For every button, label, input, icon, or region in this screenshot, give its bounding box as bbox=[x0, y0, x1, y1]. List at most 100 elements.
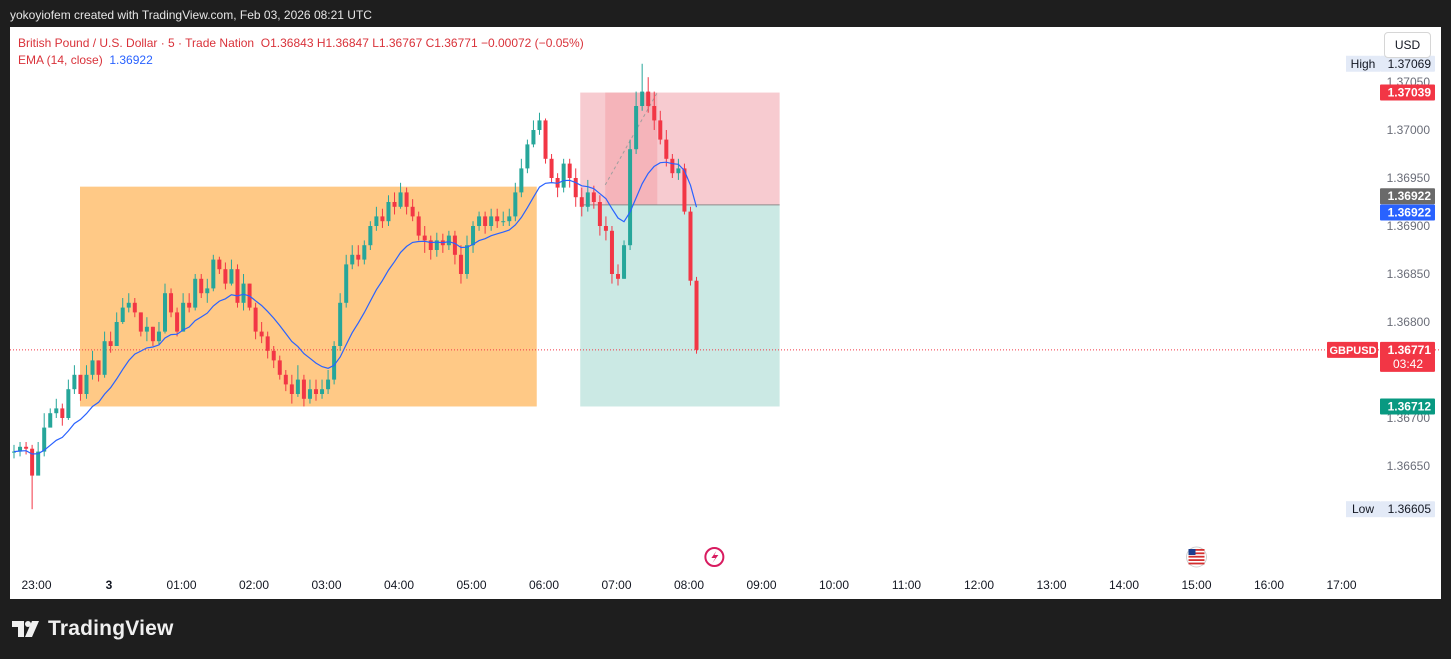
candle-body[interactable] bbox=[144, 326, 149, 332]
candle-body[interactable] bbox=[84, 374, 89, 394]
candle-body[interactable] bbox=[561, 163, 566, 188]
candle-body[interactable] bbox=[223, 269, 228, 284]
candle-body[interactable] bbox=[646, 91, 651, 106]
candle-body[interactable] bbox=[241, 283, 246, 303]
currency-button[interactable]: USD bbox=[1384, 32, 1431, 58]
candle-body[interactable] bbox=[326, 379, 331, 390]
candle-body[interactable] bbox=[489, 216, 494, 226]
candle-body[interactable] bbox=[102, 341, 107, 375]
candle-body[interactable] bbox=[30, 448, 35, 476]
candle-body[interactable] bbox=[682, 168, 687, 212]
candle-body[interactable] bbox=[12, 451, 16, 453]
candle-body[interactable] bbox=[374, 216, 379, 226]
candle-body[interactable] bbox=[688, 211, 693, 281]
candle-body[interactable] bbox=[217, 259, 222, 270]
candle-body[interactable] bbox=[96, 360, 101, 375]
candle-body[interactable] bbox=[181, 302, 186, 332]
candle-body[interactable] bbox=[138, 312, 143, 332]
candle-body[interactable] bbox=[187, 302, 192, 308]
candle-body[interactable] bbox=[301, 379, 306, 399]
candle-body[interactable] bbox=[416, 216, 421, 236]
candle-body[interactable] bbox=[597, 202, 602, 226]
candle-body[interactable] bbox=[18, 446, 23, 452]
candle-body[interactable] bbox=[163, 293, 167, 332]
candle-body[interactable] bbox=[126, 302, 131, 308]
candle-body[interactable] bbox=[283, 374, 288, 385]
candle-body[interactable] bbox=[36, 451, 41, 476]
candle-body[interactable] bbox=[652, 106, 657, 121]
candle-body[interactable] bbox=[199, 278, 204, 294]
candle-body[interactable] bbox=[640, 91, 645, 106]
candle-body[interactable] bbox=[259, 331, 264, 337]
symbol-legend[interactable]: British Pound / U.S. Dollar · 5 · Trade … bbox=[18, 36, 584, 50]
candle-body[interactable] bbox=[108, 341, 113, 346]
candle-body[interactable] bbox=[628, 149, 633, 246]
candle-body[interactable] bbox=[271, 350, 276, 361]
candle-body[interactable] bbox=[380, 216, 385, 222]
candle-body[interactable] bbox=[398, 192, 403, 207]
candle-body[interactable] bbox=[277, 360, 282, 375]
candle-body[interactable] bbox=[150, 326, 155, 342]
candle-body[interactable] bbox=[392, 202, 397, 207]
candle-body[interactable] bbox=[356, 254, 361, 260]
candle-body[interactable] bbox=[54, 408, 59, 414]
candle-body[interactable] bbox=[658, 120, 663, 140]
candle-body[interactable] bbox=[507, 216, 512, 222]
candle-body[interactable] bbox=[634, 106, 639, 150]
candle-body[interactable] bbox=[72, 374, 77, 390]
candle-body[interactable] bbox=[458, 254, 463, 274]
candle-body[interactable] bbox=[603, 226, 608, 231]
candle-body[interactable] bbox=[362, 245, 367, 260]
candle-body[interactable] bbox=[120, 307, 125, 322]
candle-body[interactable] bbox=[471, 226, 476, 246]
candle-body[interactable] bbox=[211, 259, 216, 289]
candle-body[interactable] bbox=[452, 235, 457, 255]
candle-body[interactable] bbox=[434, 240, 439, 250]
candle-body[interactable] bbox=[519, 168, 524, 193]
candle-body[interactable] bbox=[307, 389, 312, 399]
candle-body[interactable] bbox=[235, 269, 240, 303]
candle-body[interactable] bbox=[48, 413, 53, 428]
candle-body[interactable] bbox=[501, 221, 506, 223]
candle-body[interactable] bbox=[591, 192, 596, 202]
candle-body[interactable] bbox=[368, 226, 373, 246]
candle-body[interactable] bbox=[386, 202, 391, 222]
candle-body[interactable] bbox=[132, 302, 137, 313]
candle-body[interactable] bbox=[24, 446, 29, 449]
candle-body[interactable] bbox=[567, 163, 572, 178]
candle-body[interactable] bbox=[477, 216, 482, 226]
candle-body[interactable] bbox=[253, 307, 258, 332]
candle-body[interactable] bbox=[543, 120, 548, 159]
candle-body[interactable] bbox=[114, 322, 119, 346]
candle-body[interactable] bbox=[205, 288, 210, 294]
candle-body[interactable] bbox=[42, 427, 47, 452]
candle-body[interactable] bbox=[332, 346, 337, 380]
candle-body[interactable] bbox=[410, 206, 415, 217]
candlestick-chart[interactable]: 1.366501.367001.368001.368501.369001.369… bbox=[10, 27, 1441, 599]
candle-body[interactable] bbox=[350, 254, 355, 265]
candle-body[interactable] bbox=[525, 144, 530, 169]
candle-body[interactable] bbox=[60, 408, 65, 418]
candle-body[interactable] bbox=[90, 360, 95, 375]
candle-body[interactable] bbox=[676, 168, 681, 174]
chart-panel[interactable]: 1.36650 1.36700 1.36800 1.36850 1.36900 1.369… bbox=[10, 27, 1441, 599]
candle-body[interactable] bbox=[229, 269, 234, 284]
candle-body[interactable] bbox=[78, 374, 83, 394]
candle-body[interactable] bbox=[537, 120, 542, 130]
candle-body[interactable] bbox=[338, 302, 343, 346]
candle-body[interactable] bbox=[320, 389, 325, 394]
candle-body[interactable] bbox=[573, 178, 578, 198]
ema-line[interactable] bbox=[13, 161, 698, 455]
candle-body[interactable] bbox=[622, 245, 627, 279]
candle-body[interactable] bbox=[193, 278, 198, 308]
candle-body[interactable] bbox=[465, 245, 469, 274]
candle-body[interactable] bbox=[314, 389, 318, 394]
candle-body[interactable] bbox=[609, 230, 614, 274]
ema-label[interactable]: EMA (14, close) bbox=[18, 53, 103, 67]
candle-body[interactable] bbox=[289, 384, 294, 394]
candle-body[interactable] bbox=[344, 264, 349, 303]
candle-body[interactable] bbox=[265, 336, 270, 351]
candle-body[interactable] bbox=[295, 379, 300, 394]
candle-body[interactable] bbox=[169, 293, 174, 313]
candle-body[interactable] bbox=[422, 235, 427, 241]
